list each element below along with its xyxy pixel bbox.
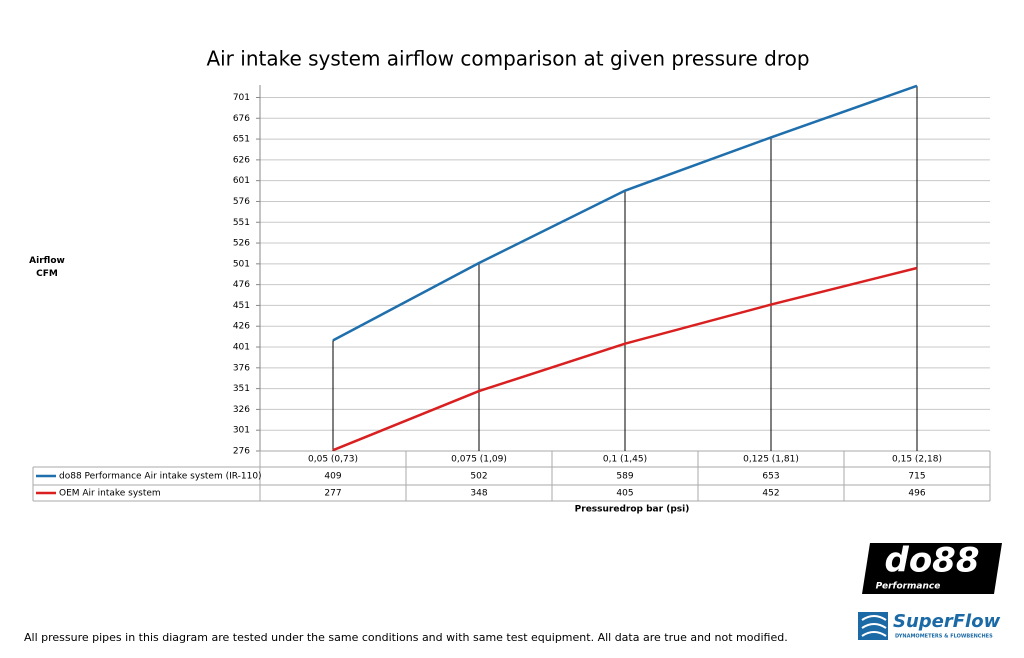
footnote: All pressure pipes in this diagram are t… (24, 631, 788, 644)
table-value: 277 (324, 489, 341, 499)
y-tick-label: 401 (233, 343, 250, 353)
y-tick-label: 676 (233, 114, 250, 124)
x-tick-label: 0,125 (1,81) (743, 455, 799, 465)
x-axis-label: Pressuredrop bar (psi) (575, 505, 690, 515)
table-value: 409 (324, 472, 341, 482)
y-tick-label: 301 (233, 426, 250, 436)
legend-label: do88 Performance Air intake system (IR-1… (59, 472, 262, 482)
y-tick-label: 701 (233, 93, 250, 103)
series-line (332, 266, 918, 452)
y-tick-label: 651 (233, 135, 250, 145)
y-tick-label: 451 (233, 301, 250, 311)
y-tick-label: 326 (233, 405, 250, 415)
y-tick-label: 476 (233, 280, 250, 290)
y-tick-label: 526 (233, 239, 250, 249)
y-tick-label: 376 (233, 363, 250, 373)
y-tick-label: 601 (233, 176, 250, 186)
table-value: 502 (470, 472, 487, 482)
legend-label: OEM Air intake system (59, 489, 161, 499)
x-tick-label: 0,075 (1,09) (451, 455, 507, 465)
superflow-logo: SuperFlow DYNAMOMETERS & FLOWBENCHES (858, 611, 1001, 640)
chart-title: Air intake system airflow comparison at … (206, 47, 809, 71)
table-value: 348 (470, 489, 487, 499)
y-tick-label: 351 (233, 384, 250, 394)
y-tick-label: 626 (233, 155, 250, 165)
logo-bg (862, 543, 1002, 594)
y-tick-label: 501 (233, 259, 250, 269)
table-value: 405 (616, 489, 633, 499)
x-tick-label: 0,05 (0,73) (308, 455, 358, 465)
x-tick-label: 0,1 (1,45) (603, 455, 647, 465)
logo-subtext: Performance (876, 582, 941, 592)
x-tick-label: 0,15 (2,18) (892, 455, 942, 465)
table-value: 589 (616, 472, 633, 482)
table-value: 452 (762, 489, 779, 499)
logo-waves (861, 615, 887, 637)
logo-text: do88 (884, 541, 979, 581)
y-tick-label: 551 (233, 218, 250, 228)
table-value: 496 (908, 489, 925, 499)
logo-subtext: DYNAMOMETERS & FLOWBENCHES (895, 634, 993, 640)
y-tick-label: 426 (233, 322, 250, 332)
series-line (332, 84, 918, 342)
logo-text: SuperFlow (893, 611, 1001, 632)
do88-logo: do88 Performance (862, 541, 1002, 594)
table-value: 653 (762, 472, 779, 482)
table-value: 715 (908, 472, 925, 482)
y-tick-label: 276 (233, 447, 250, 457)
y-axis-label: Airflow CFM (29, 256, 65, 279)
y-tick-label: 576 (233, 197, 250, 207)
